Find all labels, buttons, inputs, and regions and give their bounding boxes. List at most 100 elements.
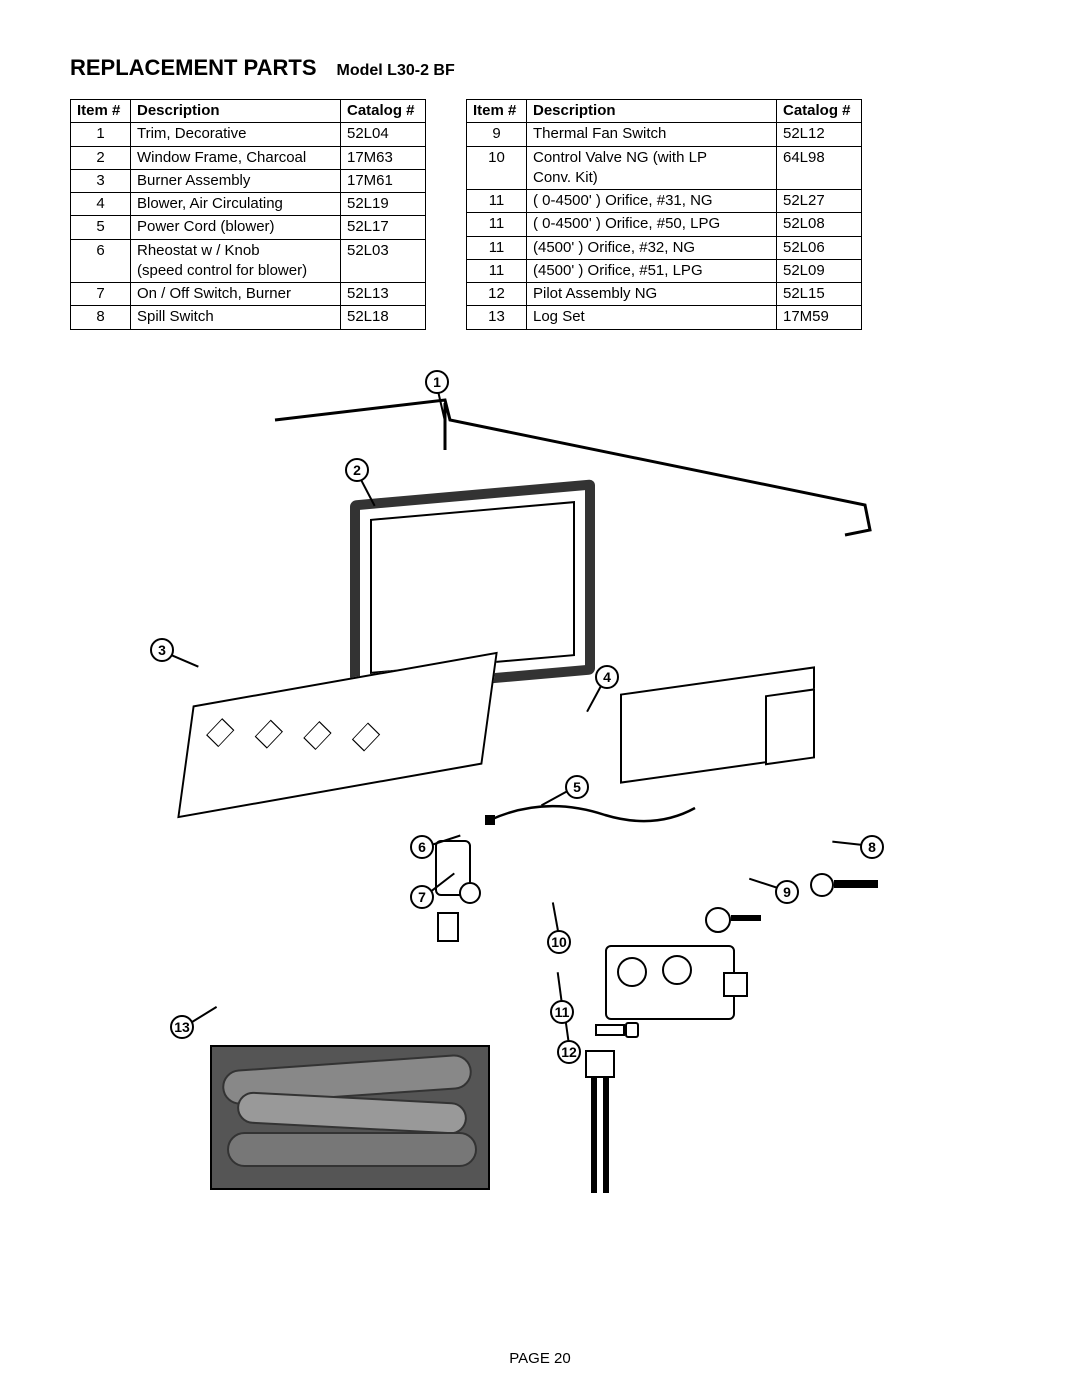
cell-catalog: 17M63 [341, 146, 426, 169]
tables-container: Item # Description Catalog # 1 Trim, Dec… [70, 99, 1010, 330]
pilot-assembly-shape [577, 1050, 637, 1200]
thermal-switch-shape [705, 905, 760, 935]
callout-9: 9 [775, 880, 799, 904]
cell-item: 11 [467, 236, 527, 259]
callout-7: 7 [410, 885, 434, 909]
cell-item: 7 [71, 283, 131, 306]
cell-catalog: 17M59 [777, 306, 862, 329]
cell-item: 3 [71, 169, 131, 192]
cell-desc: ( 0-4500' ) Orifice, #31, NG [527, 190, 777, 213]
cell-item: 6 [71, 239, 131, 283]
callout-4: 4 [595, 665, 619, 689]
cell-desc: Log Set [527, 306, 777, 329]
col-header-cat: Catalog # [777, 100, 862, 123]
cell-item: 9 [467, 123, 527, 146]
col-header-item: Item # [71, 100, 131, 123]
cell-desc: Spill Switch [131, 306, 341, 329]
cell-catalog: 52L15 [777, 283, 862, 306]
cell-item: 8 [71, 306, 131, 329]
callout-8: 8 [860, 835, 884, 859]
onoff-switch-shape [437, 912, 459, 942]
table-row: 2 Window Frame, Charcoal 17M63 [71, 146, 426, 169]
cell-desc: Pilot Assembly NG [527, 283, 777, 306]
blower-shape [620, 666, 815, 783]
callout-1: 1 [425, 370, 449, 394]
callout-5: 5 [565, 775, 589, 799]
model-label: Model L30-2 BF [337, 62, 455, 80]
cell-catalog: 52L12 [777, 123, 862, 146]
page-footer: PAGE 20 [0, 1350, 1080, 1367]
cell-catalog: 52L18 [341, 306, 426, 329]
exploded-diagram: 12345678910111213 [115, 360, 965, 1240]
parts-table-right: Item # Description Catalog # 9 Thermal F… [466, 99, 862, 330]
table-row: 5 Power Cord (blower) 52L17 [71, 216, 426, 239]
rheostat-shape [435, 840, 471, 896]
cell-catalog: 52L08 [777, 213, 862, 236]
cell-catalog: 52L19 [341, 193, 426, 216]
cell-desc: (4500' ) Orifice, #32, NG [527, 236, 777, 259]
table-row: 11 ( 0-4500' ) Orifice, #31, NG 52L27 [467, 190, 862, 213]
table-row: 9 Thermal Fan Switch 52L12 [467, 123, 862, 146]
orifice-shape [595, 1020, 639, 1040]
power-cord-shape [485, 790, 705, 840]
table-row: 6 Rheostat w / Knob(speed control for bl… [71, 239, 426, 283]
cell-item: 11 [467, 190, 527, 213]
callout-12: 12 [557, 1040, 581, 1064]
table-row: 8 Spill Switch 52L18 [71, 306, 426, 329]
table-row: 12 Pilot Assembly NG 52L15 [467, 283, 862, 306]
cell-desc: Blower, Air Circulating [131, 193, 341, 216]
cell-catalog: 52L06 [777, 236, 862, 259]
cell-desc: Rheostat w / Knob(speed control for blow… [131, 239, 341, 283]
table-row: 11 (4500' ) Orifice, #51, LPG 52L09 [467, 259, 862, 282]
table-row: 10 Control Valve NG (with LPConv. Kit) 6… [467, 146, 862, 190]
table-row: 11 (4500' ) Orifice, #32, NG 52L06 [467, 236, 862, 259]
table-row: 11 ( 0-4500' ) Orifice, #50, LPG 52L08 [467, 213, 862, 236]
col-header-item: Item # [467, 100, 527, 123]
cell-desc: Thermal Fan Switch [527, 123, 777, 146]
callout-13: 13 [170, 1015, 194, 1039]
cell-item: 10 [467, 146, 527, 190]
burner-shape [177, 651, 497, 818]
cell-item: 11 [467, 213, 527, 236]
table-row: 7 On / Off Switch, Burner 52L13 [71, 283, 426, 306]
callout-6: 6 [410, 835, 434, 859]
cell-item: 11 [467, 259, 527, 282]
cell-desc: On / Off Switch, Burner [131, 283, 341, 306]
cell-desc: Control Valve NG (with LPConv. Kit) [527, 146, 777, 190]
log-set-shape [210, 1045, 490, 1190]
table-row: 3 Burner Assembly 17M61 [71, 169, 426, 192]
parts-table-left: Item # Description Catalog # 1 Trim, Dec… [70, 99, 426, 330]
cell-catalog: 52L03 [341, 239, 426, 283]
cell-catalog: 52L27 [777, 190, 862, 213]
cell-catalog: 64L98 [777, 146, 862, 190]
col-header-desc: Description [527, 100, 777, 123]
table-row: 4 Blower, Air Circulating 52L19 [71, 193, 426, 216]
cell-desc: (4500' ) Orifice, #51, LPG [527, 259, 777, 282]
col-header-cat: Catalog # [341, 100, 426, 123]
cell-item: 5 [71, 216, 131, 239]
page-number: PAGE 20 [509, 1350, 570, 1367]
cell-item: 12 [467, 283, 527, 306]
cell-item: 4 [71, 193, 131, 216]
cell-catalog: 52L04 [341, 123, 426, 146]
callout-11: 11 [550, 1000, 574, 1024]
cell-catalog: 52L09 [777, 259, 862, 282]
cell-desc: ( 0-4500' ) Orifice, #50, LPG [527, 213, 777, 236]
page-header: REPLACEMENT PARTS Model L30-2 BF [70, 55, 1010, 81]
cell-item: 13 [467, 306, 527, 329]
cell-item: 2 [71, 146, 131, 169]
cell-catalog: 52L13 [341, 283, 426, 306]
cell-desc: Trim, Decorative [131, 123, 341, 146]
cell-desc: Burner Assembly [131, 169, 341, 192]
callout-3: 3 [150, 638, 174, 662]
callout-2: 2 [345, 458, 369, 482]
cell-catalog: 17M61 [341, 169, 426, 192]
cell-catalog: 52L17 [341, 216, 426, 239]
col-header-desc: Description [131, 100, 341, 123]
control-valve-shape [605, 945, 735, 1020]
spill-switch-shape [810, 868, 880, 898]
table-row: 13 Log Set 17M59 [467, 306, 862, 329]
callout-10: 10 [547, 930, 571, 954]
cell-desc: Power Cord (blower) [131, 216, 341, 239]
cell-desc: Window Frame, Charcoal [131, 146, 341, 169]
